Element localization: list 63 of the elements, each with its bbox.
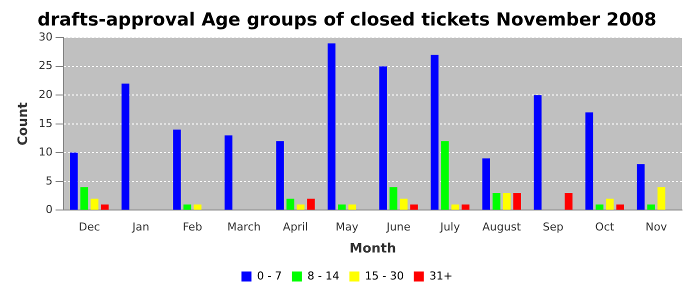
bar: [534, 95, 542, 210]
bar: [296, 204, 305, 210]
bar: [122, 84, 130, 210]
bar: [224, 135, 232, 210]
bar: [658, 187, 666, 210]
bar: [70, 152, 78, 210]
x-tick-label: Jan: [131, 220, 150, 234]
x-tick-label: July: [439, 220, 460, 234]
x-tick-label: May: [336, 220, 359, 234]
bar: [616, 204, 624, 210]
y-tick-label: 20: [38, 88, 53, 101]
x-tick-label: Dec: [78, 220, 100, 234]
legend-label: 15 - 30: [364, 269, 404, 282]
bar: [328, 43, 336, 210]
y-tick-label: 15: [38, 116, 53, 130]
bar: [379, 66, 387, 210]
bar: [194, 204, 202, 210]
bar: [100, 204, 109, 210]
bar: [183, 204, 192, 210]
bar: [636, 164, 645, 210]
x-tick-label: Nov: [646, 220, 668, 234]
bar: [482, 158, 490, 210]
x-axis-title: Month: [350, 242, 396, 257]
y-tick-label: 5: [46, 174, 53, 188]
bar: [307, 198, 315, 210]
bar: [400, 198, 408, 210]
bar: [390, 187, 398, 210]
y-tick-label: 30: [38, 30, 53, 44]
y-axis-title: Count: [16, 102, 32, 146]
x-tick-label: April: [282, 220, 308, 234]
y-tick-label: 25: [38, 59, 53, 72]
legend-label: 0 - 7: [256, 269, 282, 282]
bar: [286, 198, 294, 210]
bar: [451, 204, 460, 210]
legend-label: 8 - 14: [307, 269, 340, 282]
bar: [173, 130, 181, 210]
x-tick-label: August: [482, 220, 522, 234]
x-tick-label: Feb: [182, 220, 202, 234]
chart-title: drafts-approval Age groups of closed tickets November 2008: [37, 9, 657, 30]
x-tick-label: Sep: [542, 220, 564, 234]
legend-label: 31+: [429, 269, 453, 282]
bar: [502, 192, 511, 210]
bar: [348, 204, 356, 210]
bar: [606, 198, 614, 210]
bar: [513, 192, 521, 210]
bar: [462, 204, 470, 210]
x-tick-label: June: [386, 220, 411, 234]
bar: [492, 192, 500, 210]
bar: [338, 204, 346, 210]
x-tick-label: March: [227, 220, 261, 234]
y-tick-label: 10: [38, 146, 53, 159]
x-tick-label: Oct: [595, 220, 615, 234]
bar: [647, 204, 655, 210]
bar: [564, 192, 572, 210]
bar: [90, 198, 98, 210]
bar: [585, 112, 594, 210]
y-tick-label: 0: [46, 203, 53, 216]
bar: [276, 141, 284, 210]
bar: [441, 141, 449, 210]
bar: [410, 204, 418, 210]
bar: [80, 187, 88, 210]
bar: [596, 204, 604, 210]
bar: [430, 54, 439, 210]
